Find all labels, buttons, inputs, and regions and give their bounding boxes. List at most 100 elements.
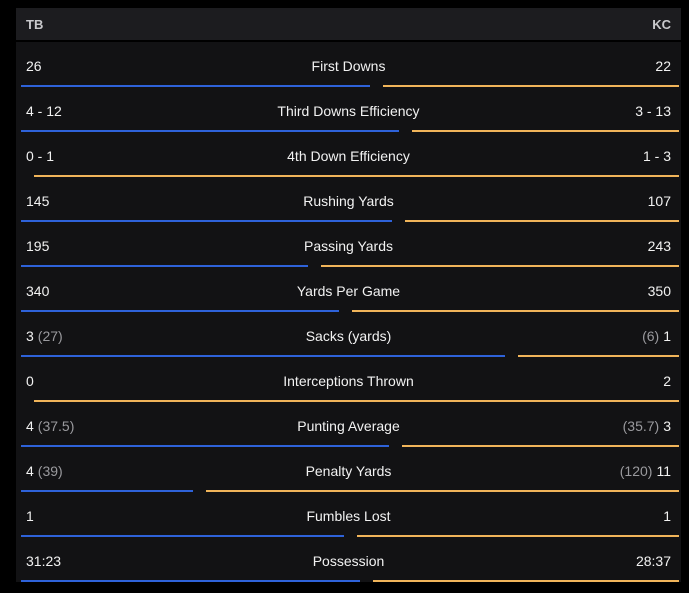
stat-label: Passing Yards [304, 238, 393, 254]
tb-share-bar [21, 130, 399, 132]
stat-row: 26 First Downs 22 [16, 42, 681, 87]
kc-value: 1 - 3 [642, 148, 671, 164]
kc-share-bar [383, 85, 679, 87]
kc-share-bar [357, 535, 679, 537]
team-stats-panel: TB KC 26 First Downs 22 4 - 12 Third Downs E… [16, 8, 681, 582]
kc-sub-value: (6) [642, 328, 660, 344]
tb-sub-value: (27) [37, 328, 63, 344]
tb-stat-value: 4 (39) [26, 463, 67, 479]
kc-stat-value: 243 [648, 238, 671, 254]
kc-sub-value: (35.7) [622, 418, 660, 434]
tb-sub-value: (39) [37, 463, 63, 479]
stat-label: Rushing Yards [303, 193, 394, 209]
tb-stat-value: 1 [26, 508, 34, 524]
kc-share-bar [206, 490, 679, 492]
stat-label: Possession [312, 553, 385, 569]
tb-stat-value: 4 (37.5) [26, 418, 78, 434]
stat-label: Sacks (yards) [305, 328, 392, 344]
tb-share-bar [21, 310, 339, 312]
tb-share-bar [21, 445, 389, 447]
stat-row: 4 (37.5) Punting Average (35.7) 3 [16, 402, 681, 447]
kc-stat-value: 3 - 13 [635, 103, 671, 119]
tb-value: 145 [26, 193, 50, 209]
stat-label: Third Downs Efficiency [277, 103, 420, 119]
stat-row: 0 - 1 4th Down Efficiency 1 - 3 [16, 132, 681, 177]
kc-share-bar [405, 220, 679, 222]
kc-share-bar [34, 400, 679, 402]
kc-value: 28:37 [635, 553, 671, 569]
kc-value: 350 [647, 283, 671, 299]
kc-stat-value: 22 [655, 58, 671, 74]
tb-stat-value: 26 [26, 58, 42, 74]
kc-share-bar [373, 580, 679, 582]
tb-value: 3 [26, 328, 34, 344]
kc-stat-value: 350 [648, 283, 671, 299]
tb-share-bar [21, 490, 193, 492]
stat-label: Punting Average [297, 418, 400, 434]
team-header: TB KC [16, 8, 681, 40]
stat-row: 1 Fumbles Lost 1 [16, 492, 681, 537]
stat-label: First Downs [311, 58, 386, 74]
kc-value: 3 - 13 [635, 103, 671, 119]
stat-row: 0 Interceptions Thrown 2 [16, 357, 681, 402]
stat-rows: 26 First Downs 22 4 - 12 Third Downs Efficie… [16, 42, 681, 582]
tb-value: 340 [26, 283, 50, 299]
kc-value: 107 [647, 193, 671, 209]
kc-value: 1 [663, 508, 671, 524]
tb-stat-value: 0 [26, 373, 34, 389]
kc-stat-value: 2 [663, 373, 671, 389]
kc-stat-value: 107 [648, 193, 671, 209]
kc-value: 22 [655, 58, 671, 74]
tb-value: 4 [26, 418, 34, 434]
stat-label: Yards Per Game [296, 283, 401, 299]
kc-share-bar [402, 445, 679, 447]
stat-row: 145 Rushing Yards 107 [16, 177, 681, 222]
stat-row: 340 Yards Per Game 350 [16, 267, 681, 312]
tb-share-bar [21, 265, 308, 267]
stat-row: 4 (39) Penalty Yards (120) 11 [16, 447, 681, 492]
kc-share-bar [352, 310, 679, 312]
tb-stat-value: 340 [26, 283, 49, 299]
stat-row: 195 Passing Yards 243 [16, 222, 681, 267]
stat-row: 3 (27) Sacks (yards) (6) 1 [16, 312, 681, 357]
tb-stat-value: 0 - 1 [26, 148, 54, 164]
tb-share-bar [21, 220, 392, 222]
kc-share-bar [518, 355, 679, 357]
stat-label: 4th Down Efficiency [287, 148, 410, 164]
stat-row: 31:23 Possession 28:37 [16, 537, 681, 582]
tb-value: 4 [26, 463, 34, 479]
kc-sub-value: (120) [619, 463, 653, 479]
tb-value: 26 [26, 58, 42, 74]
kc-stat-value: (35.7) 3 [619, 418, 671, 434]
tb-stat-value: 195 [26, 238, 49, 254]
kc-value: 2 [663, 373, 671, 389]
kc-stat-value: (120) 11 [616, 463, 671, 479]
kc-stat-value: 1 [663, 508, 671, 524]
stat-label: Penalty Yards [305, 463, 392, 479]
kc-share-bar [412, 130, 679, 132]
away-team-abbr: KC [652, 16, 671, 32]
tb-value: 31:23 [26, 553, 62, 569]
tb-stat-value: 3 (27) [26, 328, 67, 344]
kc-stat-value: 28:37 [636, 553, 671, 569]
tb-value: 1 [26, 508, 34, 524]
tb-value: 4 - 12 [26, 103, 62, 119]
tb-stat-value: 145 [26, 193, 49, 209]
tb-share-bar [21, 535, 344, 537]
tb-stat-value: 4 - 12 [26, 103, 62, 119]
kc-stat-value: 1 - 3 [643, 148, 671, 164]
kc-value: 1 [663, 328, 671, 344]
kc-value: 11 [656, 463, 671, 479]
stat-row: 4 - 12 Third Downs Efficiency 3 - 13 [16, 87, 681, 132]
home-team-abbr: TB [26, 16, 44, 32]
tb-share-bar [21, 355, 505, 357]
tb-value: 0 - 1 [26, 148, 55, 164]
stat-label: Interceptions Thrown [283, 373, 414, 389]
kc-value: 3 [663, 418, 671, 434]
stat-label: Fumbles Lost [306, 508, 391, 524]
kc-stat-value: (6) 1 [638, 328, 671, 344]
tb-sub-value: (37.5) [37, 418, 75, 434]
kc-share-bar [321, 265, 679, 267]
kc-share-bar [34, 175, 679, 177]
tb-stat-value: 31:23 [26, 553, 61, 569]
